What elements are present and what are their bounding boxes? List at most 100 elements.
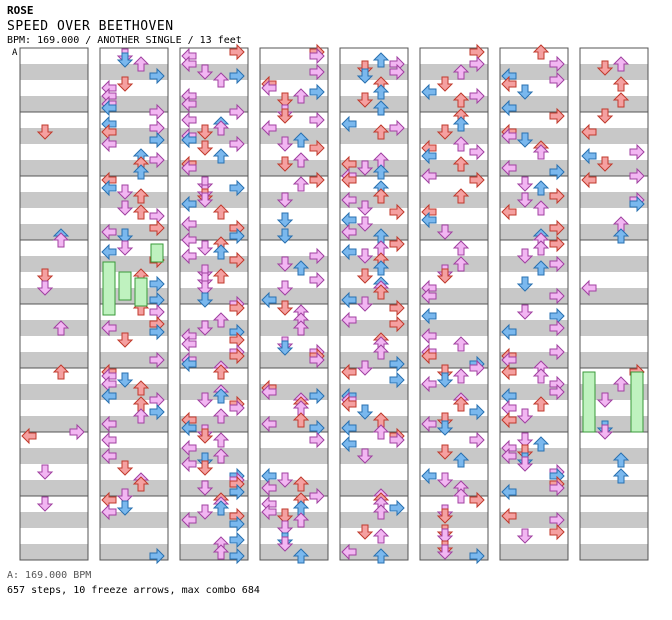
step-arrow-down	[116, 76, 134, 92]
freeze-arrow	[134, 277, 148, 307]
beat-band	[500, 64, 568, 80]
step-arrow-up	[212, 244, 230, 260]
step-arrow-right	[469, 491, 485, 509]
step-arrow-left	[101, 319, 117, 337]
beat-band	[340, 160, 408, 176]
step-arrow-up	[532, 180, 550, 196]
step-arrow-up	[452, 116, 470, 132]
step-arrow-right	[549, 523, 565, 541]
step-arrow-down	[356, 216, 374, 232]
step-arrow-down	[276, 192, 294, 208]
step-arrow-left	[261, 503, 277, 521]
step-arrow-right	[469, 143, 485, 161]
step-arrow-right	[549, 107, 565, 125]
step-arrow-up	[212, 364, 230, 380]
step-arrow-up	[372, 548, 390, 564]
step-arrow-left	[421, 83, 437, 101]
step-arrow-up	[292, 176, 310, 192]
step-arrow-left	[421, 375, 437, 393]
step-arrow-right	[309, 111, 325, 129]
step-arrow-right	[549, 319, 565, 337]
step-arrow-down	[276, 472, 294, 488]
song-title: SPEED OVER BEETHOVEN	[7, 19, 174, 34]
step-arrow-right	[549, 287, 565, 305]
beat-band	[580, 288, 648, 304]
step-arrow-down	[436, 508, 454, 524]
bpm-marker: A	[12, 48, 18, 58]
step-arrow-left	[501, 411, 517, 429]
step-arrow-right	[309, 271, 325, 289]
step-arrow-right	[469, 431, 485, 449]
step-arrow-up	[212, 432, 230, 448]
step-arrow-right	[309, 171, 325, 189]
chart-column-6	[419, 43, 489, 565]
step-arrow-down	[196, 428, 214, 444]
step-arrow-down	[436, 528, 454, 544]
step-arrow-down	[196, 320, 214, 336]
step-arrow-left	[421, 415, 437, 433]
step-arrow-left	[421, 327, 437, 345]
step-arrow-left	[181, 111, 197, 129]
step-arrow-right	[229, 483, 245, 501]
step-arrow-right	[549, 255, 565, 273]
step-arrow-down	[436, 124, 454, 140]
beat-band	[20, 256, 88, 272]
beat-band	[580, 128, 648, 144]
step-arrow-right	[229, 135, 245, 153]
step-arrow-left	[181, 231, 197, 249]
step-arrow-down	[116, 488, 134, 504]
step-arrow-down	[436, 420, 454, 436]
step-arrow-right	[149, 323, 165, 341]
beat-band	[500, 288, 568, 304]
step-arrow-down	[516, 528, 534, 544]
beat-band	[180, 128, 248, 144]
step-arrow-up	[212, 544, 230, 560]
step-arrow-up	[212, 312, 230, 328]
step-arrow-left	[181, 335, 197, 353]
step-arrow-up	[452, 136, 470, 152]
step-arrow-right	[309, 431, 325, 449]
step-arrow-up	[532, 396, 550, 412]
step-arrow-up	[132, 188, 150, 204]
beat-band	[100, 512, 168, 528]
beat-band	[100, 448, 168, 464]
step-arrow-right	[309, 83, 325, 101]
chart-column-5	[339, 47, 409, 564]
step-arrow-right	[149, 67, 165, 85]
beat-band	[260, 544, 328, 560]
step-arrow-right	[469, 547, 485, 565]
beat-band	[20, 288, 88, 304]
step-arrow-up	[372, 124, 390, 140]
step-arrow-up	[372, 188, 390, 204]
step-arrow-left	[341, 363, 357, 381]
beat-band	[20, 128, 88, 144]
beat-band	[260, 192, 328, 208]
step-arrow-up	[212, 72, 230, 88]
beat-band	[340, 128, 408, 144]
step-arrow-down	[276, 212, 294, 228]
step-arrow-down	[276, 156, 294, 172]
step-arrow-up	[132, 476, 150, 492]
step-arrow-down	[196, 460, 214, 476]
step-arrow-right	[549, 187, 565, 205]
step-arrow-right	[629, 195, 645, 213]
beat-band	[340, 448, 408, 464]
beat-band	[100, 192, 168, 208]
step-arrow-right	[229, 515, 245, 533]
step-arrow-right	[309, 63, 325, 81]
step-arrow-down	[516, 432, 534, 448]
step-arrow-left	[341, 395, 357, 413]
freeze-arrow	[582, 371, 596, 433]
beat-band	[260, 64, 328, 80]
step-arrow-right	[549, 479, 565, 497]
beat-band	[340, 224, 408, 240]
beat-band	[180, 288, 248, 304]
chart-column-1	[19, 47, 89, 561]
step-arrow-up	[532, 144, 550, 160]
step-arrow-up	[372, 84, 390, 100]
column-border	[19, 47, 89, 561]
step-arrow-left	[101, 431, 117, 449]
step-arrow-down	[196, 280, 214, 296]
step-arrow-right	[309, 351, 325, 369]
step-arrow-up	[372, 344, 390, 360]
